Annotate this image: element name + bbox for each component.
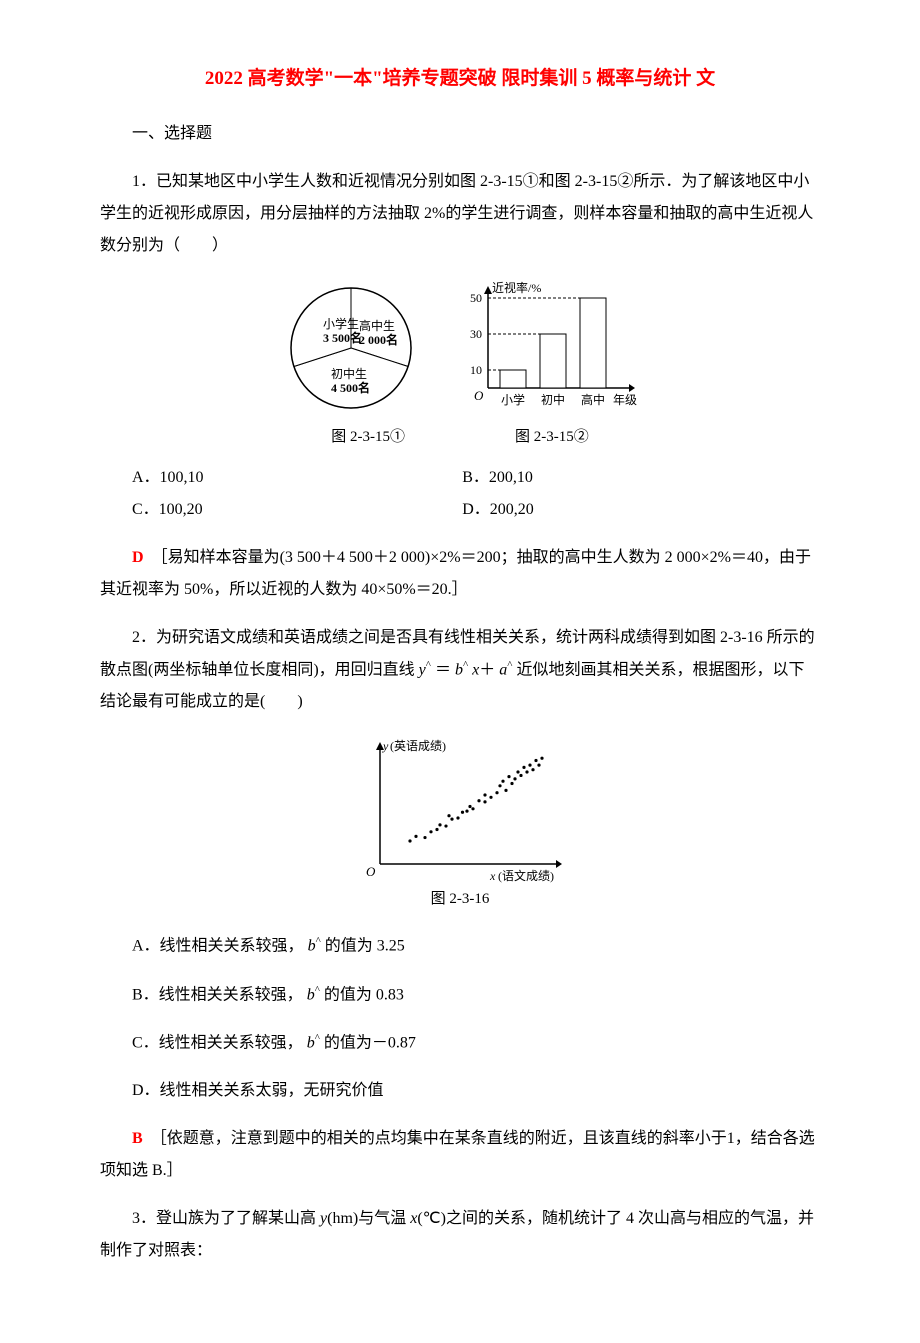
section-heading: 一、选择题	[100, 118, 820, 150]
pie-label-primary: 小学生	[323, 316, 359, 331]
bar-x-primary: 小学	[501, 392, 525, 407]
q2-choice-c: C．线性相关关系较强， b^ 的值为－0.87	[100, 1027, 820, 1059]
q2-choice-b: B．线性相关关系较强， b^ 的值为 0.83	[100, 979, 820, 1011]
q2-choice-a: A．线性相关关系较强， b^ 的值为 3.25	[100, 930, 820, 962]
q2-explanation: ［依题意，注意到题中的相关的点均集中在某条直线的附近，且该直线的斜率小于1，结合…	[100, 1130, 815, 1179]
q2-stem: 2．为研究语文成绩和英语成绩之间是否具有线性相关关系，统计两科成绩得到如图 2-…	[100, 622, 820, 718]
q1-answer: D	[132, 549, 144, 566]
q1-explanation: ［易知样本容量为(3 500＋4 500＋2 000)×2%＝200；抽取的高中…	[100, 549, 811, 598]
q2-formula: y	[419, 661, 426, 678]
bar-origin: O	[474, 388, 484, 403]
q2-scatter-chart: y (英语成绩) x (语文成绩) O	[350, 734, 570, 884]
q1-pie-chart: 小学生 3 500名 高中生 2 000名 初中生 4 500名	[273, 278, 428, 418]
q1-choice-d: D．200,20	[462, 494, 792, 526]
q1-stem: 1．已知某地区中小学生人数和近视情况分别如图 2-3-15①和图 2-3-15②…	[100, 166, 820, 262]
q1-figures: 小学生 3 500名 高中生 2 000名 初中生 4 500名 近视率/% 1…	[100, 278, 820, 418]
bar-ytick-30: 30	[470, 327, 482, 341]
scatter-y-label: (英语成绩)	[390, 739, 446, 753]
q1-choice-c: C．100,20	[132, 494, 462, 526]
q2-choice-d: D．线性相关关系太弱，无研究价值	[100, 1075, 820, 1107]
hat-icon: ^	[315, 984, 320, 996]
scatter-points	[408, 757, 543, 843]
scatter-origin: O	[366, 864, 376, 879]
scatter-x-label: (语文成绩)	[498, 868, 554, 883]
q2-answer-block: B ［依题意，注意到题中的相关的点均集中在某条直线的附近，且该直线的斜率小于1，…	[100, 1123, 820, 1187]
q2-caption: 图 2-3-16	[431, 884, 490, 914]
q2-answer: B	[132, 1130, 143, 1147]
bar-y-label: 近视率/%	[492, 280, 541, 295]
pie-label-middle: 初中生	[331, 366, 367, 381]
q1-choices: A．100,10 B．200,10 C．100,20 D．200,20	[100, 462, 820, 526]
pie-label-high: 高中生	[359, 318, 395, 333]
q2-figure: y (英语成绩) x (语文成绩) O 图 2-3-16	[100, 734, 820, 914]
bar-x-label: 年级	[613, 393, 637, 407]
q1-bar-chart: 近视率/% 10 30 50 小学 初中 高中 年级 O	[458, 278, 648, 418]
hat-icon: ^	[463, 659, 468, 671]
page-title: 2022 高考数学"一本"培养专题突破 限时集训 5 概率与统计 文	[100, 60, 820, 98]
q3-stem: 3．登山族为了了解某山高 y(hm)与气温 x(℃)之间的关系，随机统计了 4 …	[100, 1203, 820, 1267]
q1-answer-block: D ［易知样本容量为(3 500＋4 500＋2 000)×2%＝200；抽取的…	[100, 542, 820, 606]
hat-icon: ^	[316, 935, 321, 947]
bar-x-middle: 初中	[541, 392, 565, 407]
q1-choice-b: B．200,10	[462, 462, 792, 494]
scatter-y-sym: y	[382, 739, 389, 753]
hat-icon: ^	[315, 1032, 320, 1044]
hat-icon: ^	[426, 659, 431, 671]
q1-captions: 图 2-3-15① 图 2-3-15②	[100, 422, 820, 452]
pie-count-primary: 3 500名	[323, 330, 362, 345]
pie-count-high: 2 000名	[359, 332, 398, 347]
bar-x-high: 高中	[581, 392, 605, 407]
scatter-x-sym: x	[489, 869, 496, 883]
q1-choice-a: A．100,10	[132, 462, 462, 494]
pie-count-middle: 4 500名	[331, 380, 370, 395]
q1-caption-left: 图 2-3-15①	[331, 422, 405, 452]
bar-ytick-10: 10	[470, 363, 482, 377]
q1-caption-right: 图 2-3-15②	[515, 422, 589, 452]
bar-ytick-50: 50	[470, 291, 482, 305]
